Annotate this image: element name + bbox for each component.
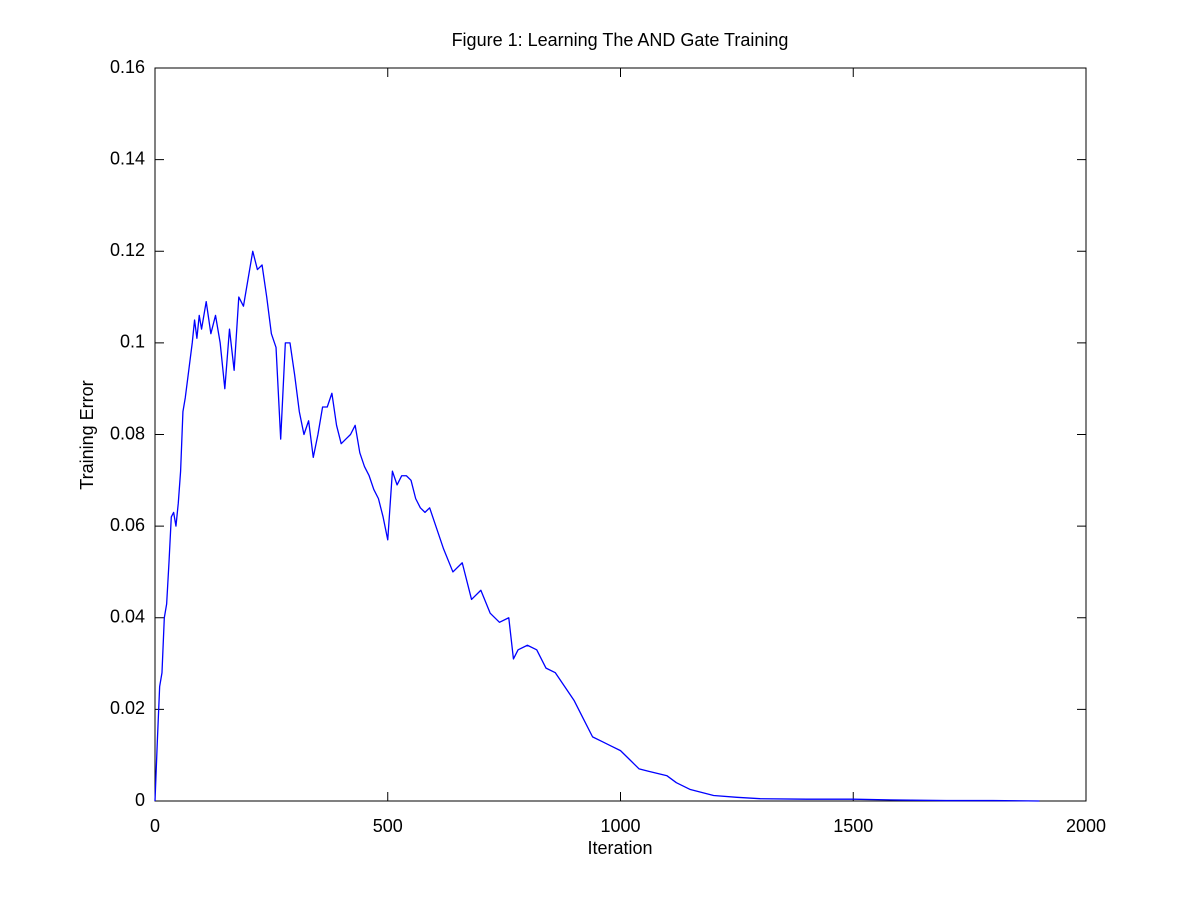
plot-frame [154, 67, 1087, 802]
y-tick-label: 0.16 [110, 57, 145, 77]
y-axis-label: Training Error [77, 380, 97, 489]
data-line [154, 250, 1040, 802]
y-tick-label: 0.06 [110, 515, 145, 535]
y-tick-label: 0.08 [110, 423, 145, 443]
x-tick-label: 0 [150, 816, 160, 836]
y-tick-label: 0.04 [110, 607, 145, 627]
x-tick-label: 1000 [600, 816, 640, 836]
x-tick-label: 500 [373, 816, 403, 836]
y-tick-label: 0 [135, 790, 145, 810]
y-tick-label: 0.02 [110, 698, 145, 718]
x-tick-label: 2000 [1066, 816, 1106, 836]
y-tick-label: 0.1 [120, 332, 145, 352]
x-tick-label: 1500 [833, 816, 873, 836]
chart-title: Figure 1: Learning The AND Gate Training [452, 30, 789, 50]
y-tick-label: 0.14 [110, 148, 145, 168]
x-axis-label: Iteration [587, 838, 652, 858]
y-tick-label: 0.12 [110, 240, 145, 260]
